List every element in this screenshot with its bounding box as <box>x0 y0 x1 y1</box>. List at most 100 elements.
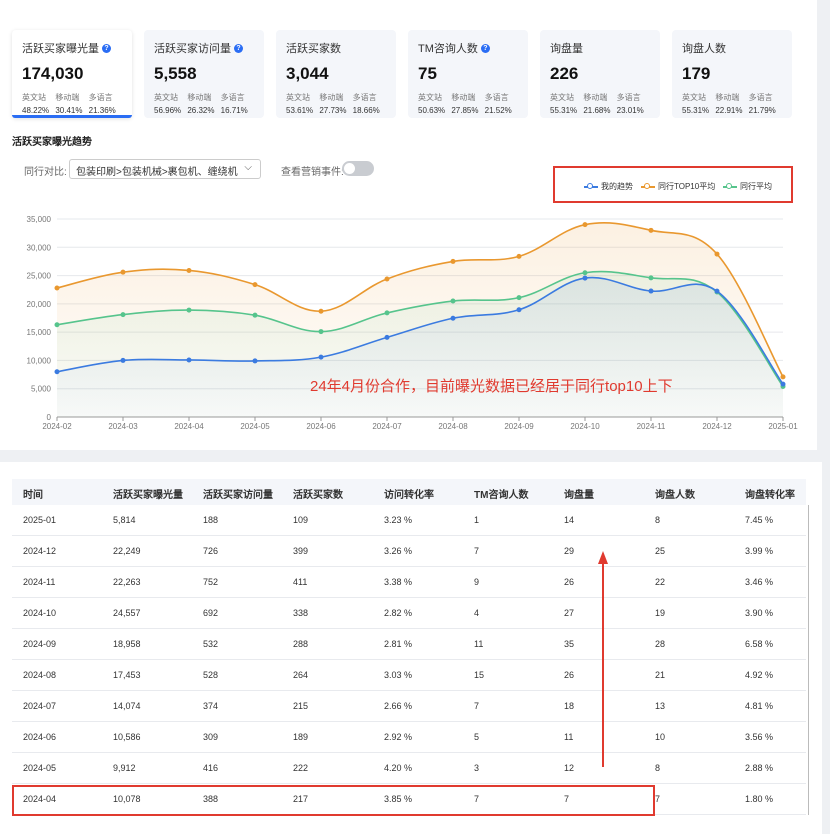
metric-title-text: 活跃买家访问量 <box>154 43 231 55</box>
table-cell: 188 <box>203 515 219 525</box>
metric-value: 3,044 <box>286 64 329 83</box>
info-icon[interactable]: ? <box>234 43 243 53</box>
y-tick-label: 25,000 <box>27 272 52 281</box>
peer-category-value: 包装印刷>包装机械>裹包机、缠绕机 <box>76 167 238 178</box>
table-cell: 7 <box>474 546 480 556</box>
breakdown-item: 英文站 48.22% <box>22 92 55 115</box>
marketing-event-toggle[interactable] <box>342 161 374 176</box>
breakdown-item: 多语言 21.36% <box>89 92 122 115</box>
table-cell: 2.92 % <box>384 732 413 742</box>
breakdown-label: 多语言 <box>484 93 509 102</box>
table-cell: 2.82 % <box>384 608 413 618</box>
table-header <box>12 479 806 505</box>
legend-item[interactable]: 同行平均 <box>723 181 772 192</box>
table-cell: 3.23 % <box>384 515 413 525</box>
table-scrollbar[interactable] <box>808 505 809 815</box>
data-point <box>648 275 654 281</box>
metric-value: 75 <box>418 64 437 83</box>
breakdown-item: 移动端 27.73% <box>319 92 352 115</box>
table-cell: 17,453 <box>113 670 141 680</box>
metric-card[interactable]: TM咨询人数? 75 英文站 50.63% 移动端 27.85% 多语言 21.52% <box>408 30 528 118</box>
toggle-knob <box>344 163 355 174</box>
column-header: 时间 <box>23 490 43 501</box>
table-row <box>12 536 806 567</box>
data-point <box>780 381 786 387</box>
x-tick-label: 2024-04 <box>174 422 204 431</box>
metric-breakdown: 英文站 48.22% 移动端 30.41% 多语言 21.36% <box>22 92 122 115</box>
table-cell: 3.03 % <box>384 670 413 680</box>
data-point <box>582 275 588 281</box>
data-point <box>318 329 324 335</box>
metric-title-text: 询盘人数 <box>682 43 726 55</box>
table-panel <box>0 462 822 834</box>
table-cell: 2.66 % <box>384 701 413 711</box>
breakdown-value: 21.68% <box>583 106 611 115</box>
table-cell: 5 <box>474 732 480 742</box>
table-cell: 14 <box>564 515 575 525</box>
table-row <box>12 691 806 722</box>
metric-title: 活跃买家访问量? <box>154 40 254 56</box>
x-tick-label: 2024-06 <box>306 422 336 431</box>
table-cell: 5,814 <box>113 515 136 525</box>
table-cell: 309 <box>203 732 219 742</box>
table-cell: 18 <box>564 701 575 711</box>
table-cell: 28 <box>655 639 666 649</box>
metric-card[interactable]: 活跃买家访问量? 5,558 英文站 56.96% 移动端 26.32% 多语言 16.71% <box>144 30 264 118</box>
table-cell: 752 <box>203 577 219 587</box>
x-tick-label: 2024-11 <box>637 422 666 431</box>
legend-marker-icon <box>584 182 598 189</box>
chevron-down-icon: ⌵ <box>244 162 252 173</box>
data-point <box>516 307 522 313</box>
table-cell: 11 <box>474 639 484 649</box>
table-cell: 22 <box>655 577 666 587</box>
table-cell: 19 <box>655 608 666 618</box>
metric-card[interactable]: 活跃买家曝光量? 174,030 英文站 48.22% 移动端 30.41% 多语言 21.3… <box>12 30 132 118</box>
table-row <box>12 722 806 753</box>
table-cell: 4.92 % <box>745 670 774 680</box>
table-cell: 2024-07 <box>23 701 57 711</box>
table-cell: 399 <box>293 546 309 556</box>
table-cell: 4.20 % <box>384 763 413 773</box>
x-tick-label: 2024-05 <box>240 422 270 431</box>
x-tick-label: 2024-02 <box>42 422 72 431</box>
data-point <box>714 288 720 294</box>
table-row <box>12 629 806 660</box>
table-cell: 2024-04 <box>23 794 57 804</box>
breakdown-label: 移动端 <box>319 93 344 102</box>
breakdown-item: 英文站 55.31% <box>682 92 715 115</box>
breakdown-item: 多语言 21.79% <box>749 92 782 115</box>
breakdown-label: 移动端 <box>583 93 608 102</box>
metric-card[interactable]: 询盘量 226 英文站 55.31% 移动端 21.68% 多语言 23.01% <box>540 30 660 118</box>
table-cell: 4 <box>474 608 480 618</box>
breakdown-label: 移动端 <box>55 93 80 102</box>
info-icon[interactable]: ? <box>102 43 111 53</box>
metric-card[interactable]: 活跃买家数 3,044 英文站 53.61% 移动端 27.73% 多语言 18.66% <box>276 30 396 118</box>
breakdown-label: 多语言 <box>88 93 113 102</box>
peer-category-select[interactable]: 包装印刷>包装机械>裹包机、缠绕机 ⌵ <box>69 159 261 179</box>
info-icon[interactable]: ? <box>480 43 490 53</box>
breakdown-value: 55.31% <box>682 106 710 115</box>
data-point <box>582 222 588 228</box>
table-cell: 3.85 % <box>384 794 413 804</box>
breakdown-value: 22.91% <box>715 106 743 115</box>
breakdown-item: 多语言 21.52% <box>485 92 518 115</box>
breakdown-item: 移动端 27.85% <box>451 92 484 115</box>
legend-item[interactable]: 我的趋势 <box>584 181 633 192</box>
data-point <box>450 258 456 264</box>
marketing-event-label: 查看营销事件: <box>281 167 344 178</box>
table-cell: 416 <box>203 763 219 773</box>
breakdown-item: 英文站 53.61% <box>286 92 319 115</box>
x-tick-label: 2024-12 <box>702 422 732 431</box>
breakdown-label: 移动端 <box>187 93 212 102</box>
x-tick-label: 2024-03 <box>108 422 138 431</box>
table-cell: 726 <box>203 546 219 556</box>
data-point <box>384 310 390 316</box>
y-tick-label: 20,000 <box>27 300 52 309</box>
table-row <box>12 753 806 784</box>
breakdown-value: 30.41% <box>55 106 83 115</box>
metric-card[interactable]: 询盘人数 179 英文站 55.31% 移动端 22.91% 多语言 21.79% <box>672 30 792 118</box>
table-cell: 3.56 % <box>745 732 774 742</box>
legend-item[interactable]: 同行TOP10平均 <box>641 181 715 192</box>
table-cell: 13 <box>655 701 666 711</box>
series-area <box>57 277 783 417</box>
